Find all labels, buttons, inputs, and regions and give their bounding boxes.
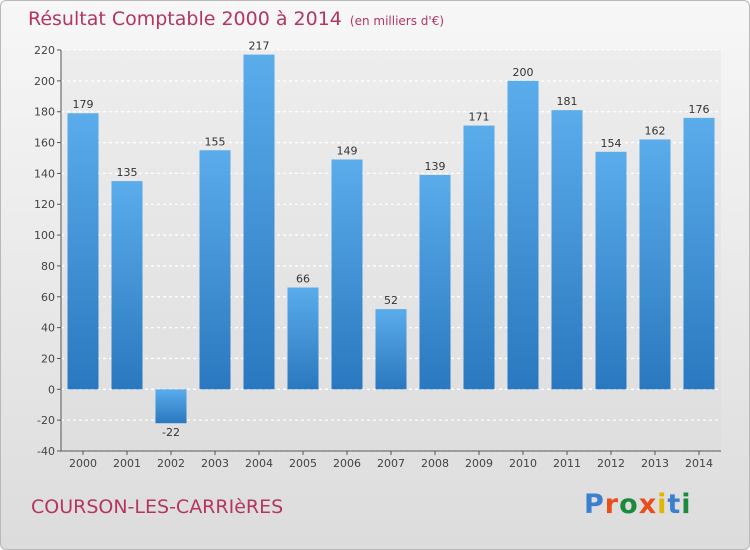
bar-2014: [683, 117, 715, 390]
unit-text: (en milliers d'€): [349, 14, 445, 28]
bar-2006: [331, 159, 363, 390]
logo-letter: P: [584, 489, 605, 520]
logo-letter: i: [681, 489, 692, 520]
y-tick-label: 0: [48, 383, 55, 396]
x-tick-label-2011: 2011: [553, 457, 581, 470]
bar-2003: [199, 150, 231, 390]
y-tick-label: 20: [41, 352, 55, 365]
x-tick-label-2012: 2012: [597, 457, 625, 470]
x-tick-label-2014: 2014: [685, 457, 713, 470]
x-tick-label-2000: 2000: [69, 457, 97, 470]
data-label-2014: 176: [689, 103, 710, 116]
y-tick-label: 140: [34, 167, 55, 180]
data-label-2013: 162: [645, 124, 666, 137]
y-tick-label: 160: [34, 137, 55, 150]
data-label-2000: 179: [73, 98, 94, 111]
bar-2000: [67, 113, 99, 390]
data-label-2009: 171: [469, 111, 490, 124]
bar-2007: [375, 309, 407, 390]
x-tick-label-2008: 2008: [421, 457, 449, 470]
y-tick-label: 220: [34, 44, 55, 57]
bar-2012: [595, 151, 627, 390]
data-label-2003: 155: [205, 135, 226, 148]
data-label-2004: 217: [249, 40, 270, 53]
title-text: Résultat Comptable 2000 à 2014: [28, 8, 342, 30]
x-tick-label-2007: 2007: [377, 457, 405, 470]
y-tick-label: 40: [41, 322, 55, 335]
y-tick-label: -40: [37, 445, 55, 458]
bar-2010: [507, 80, 539, 390]
bar-2005: [287, 287, 319, 390]
commune-name: COURSON-LES-CARRIèRES: [31, 496, 284, 518]
x-tick-label-2002: 2002: [157, 457, 185, 470]
bar-2008: [419, 174, 451, 390]
bar-2002: [155, 389, 187, 424]
bar-2009: [463, 125, 495, 390]
logo-letter: t: [667, 489, 682, 520]
bar-2001: [111, 181, 143, 390]
data-label-2001: 135: [117, 166, 138, 179]
x-axis: 2000 2001 2002 2003 2004 2005 2006 2007 2008 2009…: [61, 450, 721, 470]
logo-letter: i: [657, 489, 668, 520]
data-label-2002: -22: [162, 426, 180, 439]
y-tick-label: 80: [41, 260, 55, 273]
bar-2004: [243, 54, 275, 390]
proxiti-logo: Proxiti: [584, 489, 692, 520]
x-tick-label-2009: 2009: [465, 457, 493, 470]
chart-title: Résultat Comptable 2000 à 2014 (en millie…: [28, 8, 444, 30]
x-tick-label-2003: 2003: [201, 457, 229, 470]
data-label-2006: 149: [337, 145, 358, 158]
data-label-2012: 154: [601, 137, 622, 150]
bars: [67, 54, 715, 424]
gridlines: [61, 49, 721, 452]
y-tick-label: 120: [34, 198, 55, 211]
x-tick-label-2005: 2005: [289, 457, 317, 470]
data-label-2007: 52: [384, 294, 398, 307]
y-tick-label: -20: [37, 414, 55, 427]
bar-2011: [551, 110, 583, 390]
logo-letter: x: [638, 489, 658, 520]
y-tick-label: 180: [34, 106, 55, 119]
bar-2013: [639, 139, 671, 390]
x-tick-label-2013: 2013: [641, 457, 669, 470]
y-tick-label: 100: [34, 229, 55, 242]
logo-letter: o: [619, 489, 639, 520]
x-tick-label-2010: 2010: [509, 457, 537, 470]
data-label-2005: 66: [296, 273, 310, 286]
data-labels: 179 135 -22 155 217 66 149 52 139 171 200 181 154 162…: [73, 40, 710, 440]
data-label-2008: 139: [425, 160, 446, 173]
y-tick-label: 200: [34, 75, 55, 88]
logo-letter: r: [604, 489, 620, 520]
x-tick-label-2004: 2004: [245, 457, 273, 470]
x-tick-label-2001: 2001: [113, 457, 141, 470]
data-label-2011: 181: [557, 95, 578, 108]
x-tick-label-2006: 2006: [333, 457, 361, 470]
y-tick-label: 60: [41, 291, 55, 304]
data-label-2010: 200: [513, 66, 534, 79]
y-axis: -40 -20 0 20 40 60 80 100 120 140 160 180 200 220: [34, 44, 62, 458]
